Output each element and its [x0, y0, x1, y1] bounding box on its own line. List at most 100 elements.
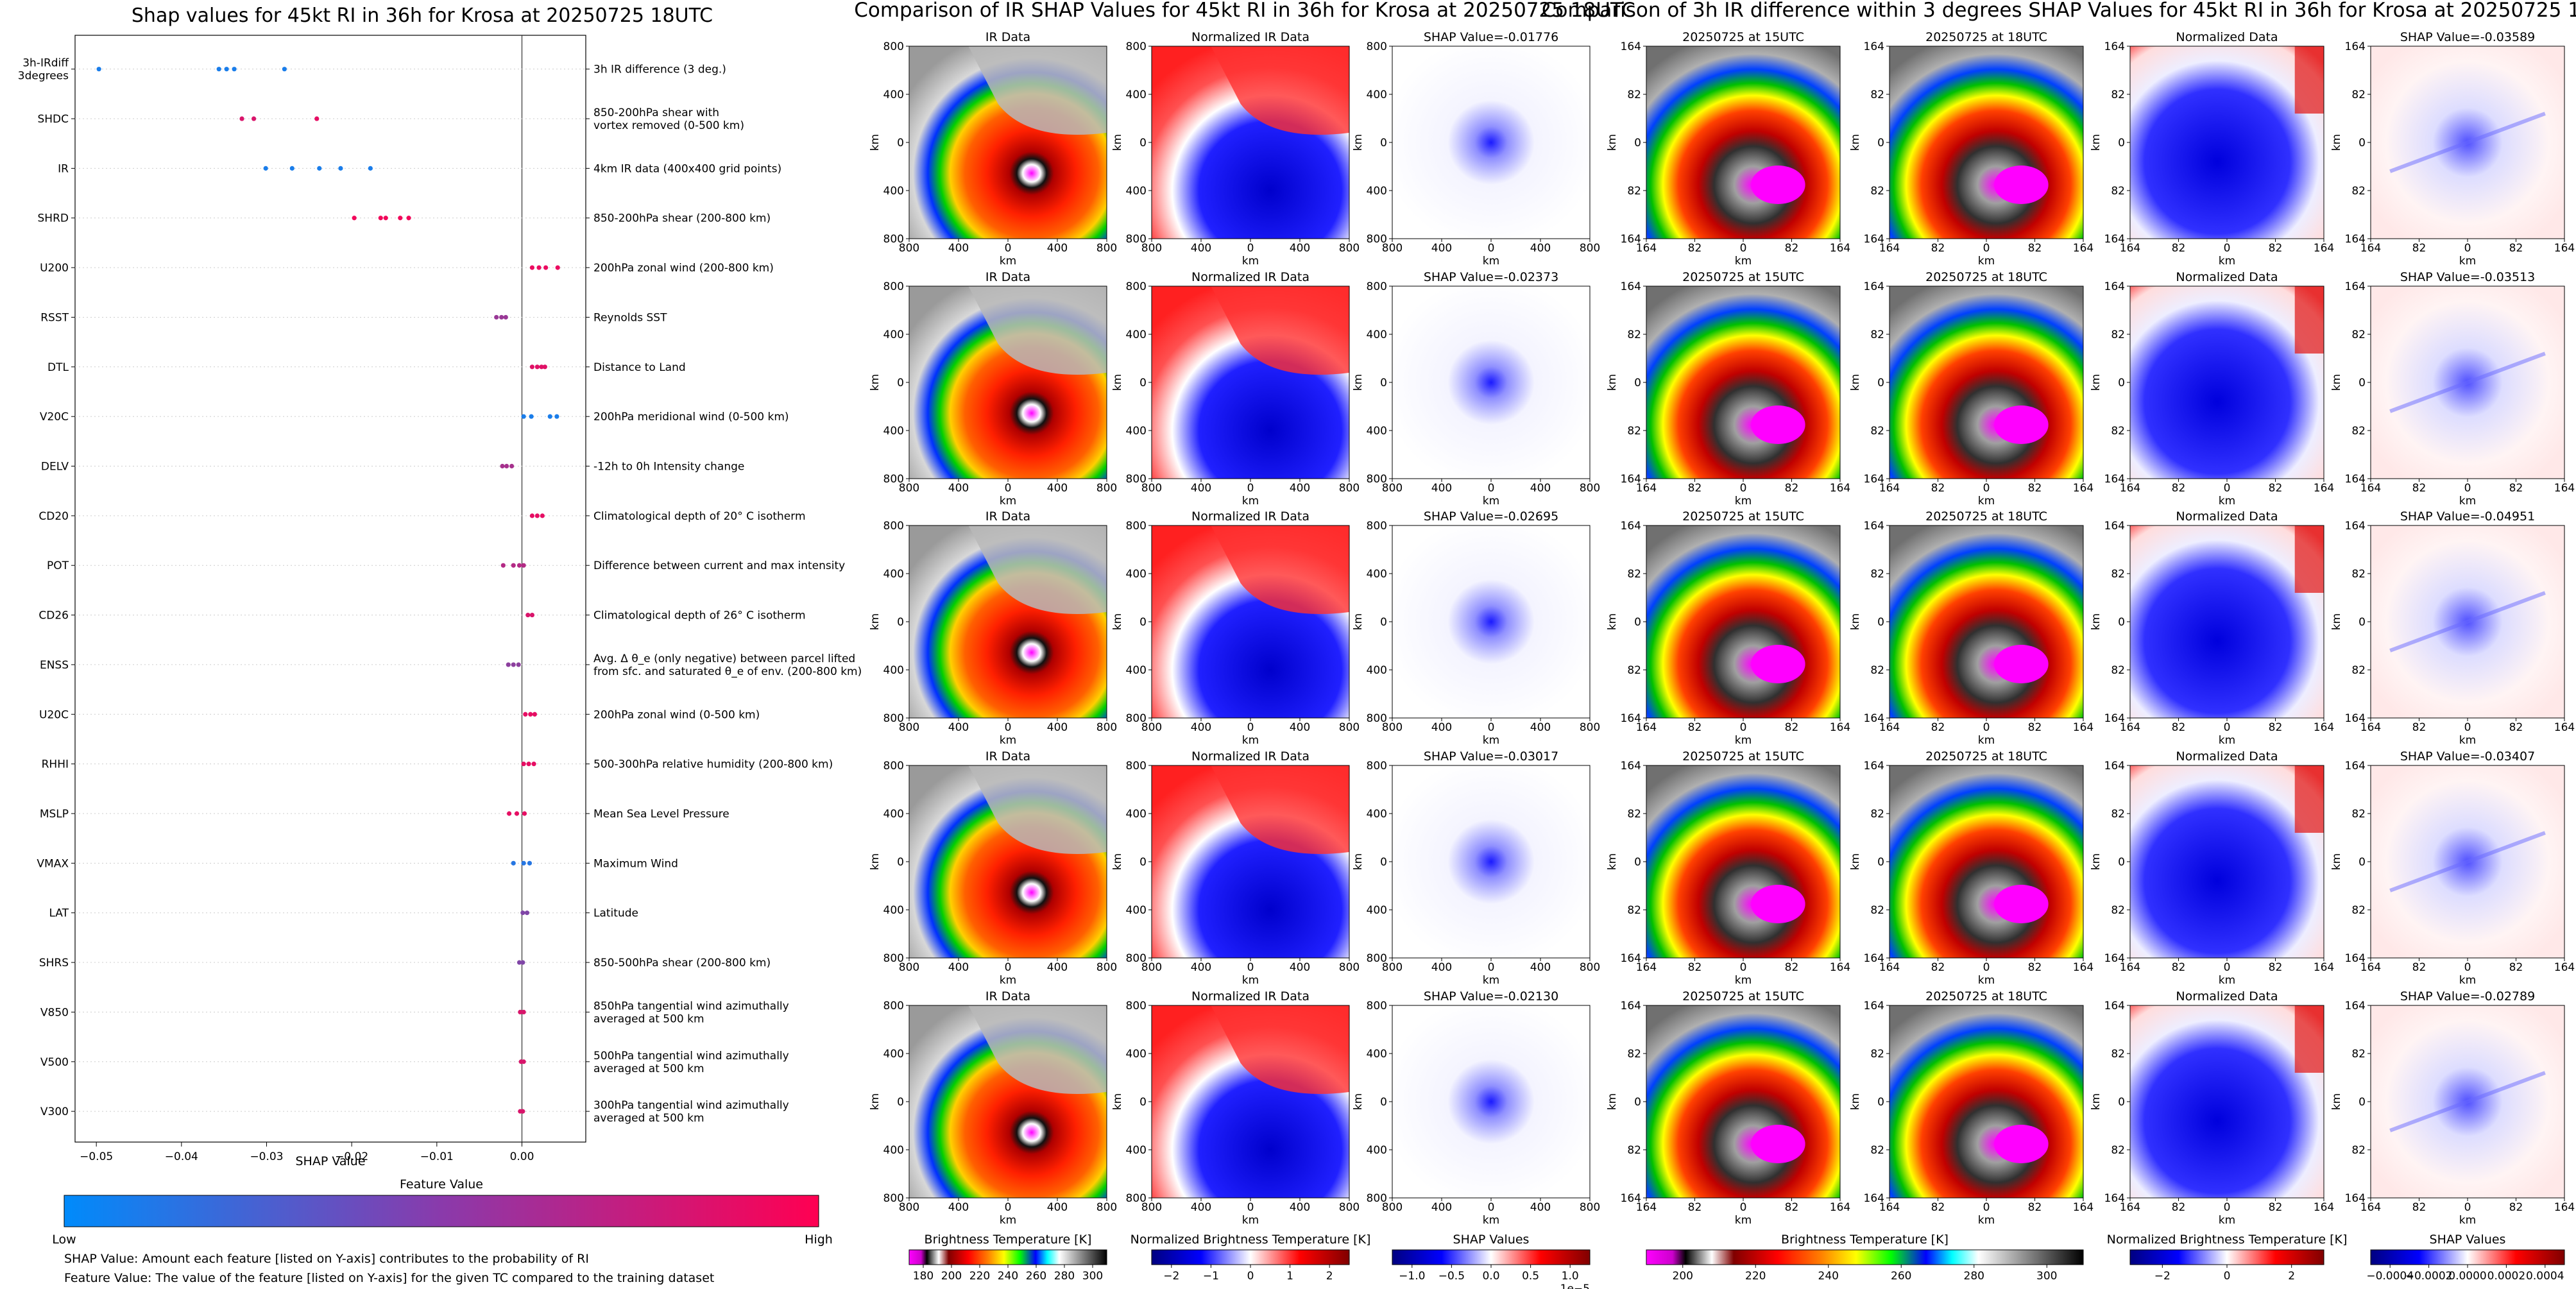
x-tick-label: 0 [1488, 1201, 1495, 1214]
y-tick-label: 800 [883, 520, 904, 533]
x-tick-label: 400 [948, 1201, 969, 1214]
x-tick-label: 164 [2073, 721, 2094, 734]
y-tick-label: 0 [2118, 1096, 2125, 1109]
y-axis-label: km [1849, 374, 1862, 391]
x-tick-label: 82 [2509, 961, 2523, 974]
y-tick-label: 400 [1126, 329, 1147, 341]
shap-point [521, 1059, 526, 1064]
y-axis-label: km [1352, 1093, 1365, 1110]
panel-title: 20250725 at 15UTC [1682, 270, 1804, 284]
shap-point [317, 166, 322, 171]
y-tick-label: 0 [1877, 1096, 1884, 1109]
x-tick-label: 164 [2360, 482, 2381, 495]
shap-point [529, 513, 535, 518]
feature-desc-label: 850hPa tangential wind azimuthally averag… [593, 1000, 789, 1025]
y-tick-label: 800 [883, 280, 904, 293]
y-tick-label: 164 [2345, 760, 2366, 773]
x-tick-label: 0 [1983, 961, 1990, 974]
colorbar-label: SHAP Values [1453, 1233, 1530, 1247]
x-tick-label: 0 [1983, 1201, 1990, 1214]
shap-point [96, 67, 101, 72]
y-tick-label: 0 [2358, 616, 2366, 629]
y-tick-label: 800 [883, 1000, 904, 1012]
cold-cloud-top [1751, 645, 1805, 683]
panel-title: SHAP Value=-0.02130 [1424, 989, 1558, 1003]
y-tick-label: 82 [2351, 89, 2366, 101]
feature-desc-label: Difference between current and max inten… [593, 559, 845, 572]
x-tick-label: 82 [2509, 482, 2523, 495]
colorbar-tick-label: 300 [1082, 1270, 1103, 1283]
shap-point [503, 314, 508, 320]
x-axis-label: km [1483, 1214, 1499, 1227]
x-tick-label: 164 [1830, 1201, 1850, 1214]
x-tick-label: 0 [2464, 242, 2471, 255]
panel-title: SHAP Value=-0.03513 [2400, 270, 2535, 284]
x-tick-label: 164 [1636, 1201, 1657, 1214]
shap-point [540, 513, 545, 518]
y-tick-label: 82 [2351, 904, 2366, 917]
y-axis-label: km [2330, 1093, 2343, 1110]
x-tick-label: 400 [1431, 482, 1452, 495]
y-tick-label: 82 [1870, 904, 1884, 917]
y-tick-label: 164 [1621, 712, 1641, 725]
x-tick-label: 800 [1382, 482, 1403, 495]
feature-name-label: RSST [40, 311, 69, 324]
x-tick-label: 82 [2269, 961, 2283, 974]
feature-name-label: SHDC [37, 113, 69, 126]
feature-name-label: SHRS [39, 957, 69, 969]
y-tick-label: 800 [1126, 1192, 1147, 1205]
y-tick-label: 82 [1627, 808, 1641, 821]
shap-point [524, 910, 530, 916]
x-tick-label: 400 [948, 242, 969, 255]
feature-name-label: VMAX [37, 857, 69, 870]
shap-point [521, 414, 526, 419]
feature-desc-label: 850-500hPa shear (200-800 km) [593, 957, 771, 969]
x-axis-label: km [1735, 255, 1752, 268]
x-tick-label: 164 [2120, 1201, 2140, 1214]
y-axis-label: km [2090, 134, 2103, 151]
x-tick-label: 800 [1141, 242, 1162, 255]
colorbar-tick-label: 280 [1964, 1270, 1984, 1283]
panel-title: 20250725 at 15UTC [1682, 989, 1804, 1003]
x-tick-label: −0.05 [80, 1150, 113, 1163]
y-tick-label: 82 [1870, 808, 1884, 821]
x-tick-label: 800 [1382, 961, 1403, 974]
x-tick-label: 400 [1290, 721, 1310, 734]
x-tick-label: 82 [1785, 721, 1799, 734]
y-tick-label: 400 [1126, 185, 1147, 198]
y-axis-label: km [1111, 134, 1124, 151]
x-tick-label: 0 [2464, 961, 2471, 974]
x-axis-label: km [1978, 734, 1995, 747]
y-tick-label: 82 [2111, 664, 2125, 677]
y-tick-label: 400 [1126, 808, 1147, 821]
x-tick-label: −0.01 [420, 1150, 454, 1163]
x-axis-label: km [1000, 734, 1016, 747]
y-tick-label: 164 [1864, 952, 1884, 965]
shap-point [507, 811, 512, 816]
y-tick-label: 0 [1634, 1096, 1641, 1109]
y-tick-label: 164 [1621, 280, 1641, 293]
panel-title: 20250725 at 15UTC [1682, 30, 1804, 44]
shap-band [2389, 1071, 2546, 1132]
cold-cloud-top [1751, 885, 1805, 923]
y-tick-label: 800 [883, 760, 904, 773]
shap-point [520, 910, 525, 916]
bt-image [1889, 1005, 2083, 1198]
shap-point [521, 762, 526, 767]
y-tick-label: 164 [1621, 952, 1641, 965]
x-tick-label: 400 [1290, 482, 1310, 495]
feature-name-label: V500 [40, 1056, 69, 1069]
x-tick-label: 0 [1005, 1201, 1012, 1214]
y-tick-label: 800 [883, 40, 904, 53]
x-tick-label: 82 [1688, 961, 1702, 974]
x-tick-label: 400 [1047, 1201, 1068, 1214]
x-tick-label: 82 [2028, 961, 2042, 974]
y-tick-label: 82 [2111, 425, 2125, 438]
x-tick-label: 82 [2028, 482, 2042, 495]
y-tick-label: 164 [2104, 712, 2125, 725]
feature-desc-label: 850-200hPa shear with vortex removed (0-5… [593, 107, 744, 132]
colorbar-tick-label: 0.0 [1482, 1270, 1499, 1283]
shap-point [511, 563, 516, 568]
x-tick-label: 0 [1740, 1201, 1747, 1214]
y-tick-label: 82 [1627, 664, 1641, 677]
